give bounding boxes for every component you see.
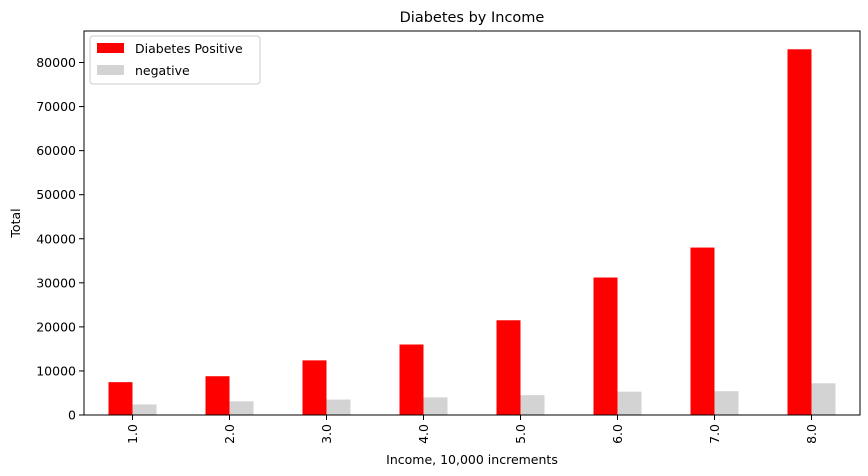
bar-negative-3	[326, 399, 351, 415]
bar-negative-8	[811, 383, 836, 415]
y-tick-label-1: 10000	[36, 363, 76, 378]
y-tick-label-2: 20000	[36, 319, 76, 334]
bar-positive-6	[593, 277, 618, 415]
plot-frame	[83, 30, 861, 416]
bar-negative-4	[423, 397, 448, 415]
y-tick-label-0: 0	[68, 408, 76, 423]
bar-positive-4	[399, 344, 424, 415]
y-axis-title: Total	[8, 208, 23, 238]
x-tick-label-5: 5.0	[513, 424, 528, 444]
chart-title: Diabetes by Income	[400, 10, 545, 26]
legend: Diabetes Positive negative	[89, 35, 261, 85]
bar-negative-6	[617, 391, 642, 415]
y-tick-label-8: 80000	[36, 55, 76, 70]
y-tick-label-7: 70000	[36, 99, 76, 114]
x-tick-label-1: 1.0	[125, 424, 140, 444]
legend-box	[89, 35, 261, 85]
x-tick-label-6: 6.0	[610, 424, 625, 444]
bar-positive-2	[205, 376, 230, 415]
legend-swatch-positive	[97, 43, 124, 53]
x-tick-label-4: 4.0	[416, 424, 431, 444]
bars-group	[108, 49, 836, 415]
x-tick-label-2: 2.0	[222, 424, 237, 444]
bar-positive-3	[302, 360, 327, 415]
x-tick-label-7: 7.0	[707, 424, 722, 444]
bar-positive-8	[787, 49, 812, 415]
y-tick-label-3: 30000	[36, 275, 76, 290]
y-tick-label-4: 40000	[36, 231, 76, 246]
bar-negative-2	[229, 401, 254, 415]
bar-positive-5	[496, 320, 521, 415]
y-tick-label-5: 50000	[36, 187, 76, 202]
y-axis: 0 10000 20000 30000 40000 50000 60000 70000 8000…	[36, 55, 84, 423]
bar-positive-1	[108, 382, 133, 415]
x-axis: 1.0 2.0 3.0 4.0 5.0 6.0 7.0 8.0	[125, 415, 819, 444]
bar-negative-5	[520, 395, 545, 415]
y-tick-label-6: 60000	[36, 143, 76, 158]
legend-label-positive: Diabetes Positive	[135, 41, 243, 56]
bar-negative-7	[714, 391, 739, 415]
x-tick-label-3: 3.0	[319, 424, 334, 444]
legend-label-negative: negative	[135, 63, 190, 78]
x-axis-title: Income, 10,000 increments	[386, 452, 558, 467]
legend-swatch-negative	[97, 65, 124, 75]
bar-positive-7	[690, 247, 715, 415]
bar-negative-1	[132, 404, 157, 415]
x-tick-label-8: 8.0	[804, 424, 819, 444]
